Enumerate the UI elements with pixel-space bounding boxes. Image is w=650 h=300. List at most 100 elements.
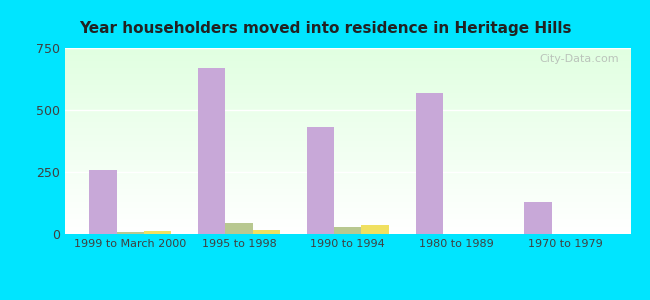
Bar bbox=[525, 202, 552, 234]
Bar bbox=[144, 231, 171, 234]
Bar bbox=[65, 148, 630, 150]
Bar bbox=[65, 195, 630, 197]
Bar bbox=[65, 212, 630, 214]
Bar bbox=[65, 106, 630, 107]
Bar bbox=[307, 128, 334, 234]
Bar bbox=[65, 130, 630, 132]
Bar bbox=[65, 85, 630, 87]
Bar bbox=[65, 72, 630, 74]
Bar bbox=[65, 102, 630, 104]
Bar bbox=[65, 119, 630, 121]
Bar bbox=[65, 147, 630, 148]
Bar bbox=[65, 200, 630, 202]
Bar bbox=[65, 63, 630, 65]
Bar bbox=[65, 226, 630, 228]
Bar bbox=[65, 137, 630, 139]
Bar bbox=[65, 70, 630, 72]
Bar bbox=[65, 178, 630, 180]
Bar bbox=[65, 228, 630, 230]
Bar bbox=[65, 113, 630, 115]
Bar bbox=[253, 230, 280, 234]
Bar bbox=[65, 197, 630, 199]
Bar bbox=[65, 156, 630, 158]
Bar bbox=[65, 117, 630, 119]
Text: Year householders moved into residence in Heritage Hills: Year householders moved into residence i… bbox=[79, 21, 571, 36]
Bar bbox=[65, 141, 630, 143]
Bar bbox=[65, 91, 630, 93]
Bar bbox=[65, 188, 630, 189]
Bar bbox=[361, 225, 389, 234]
Bar bbox=[65, 50, 630, 52]
Bar bbox=[65, 219, 630, 221]
Text: City-Data.com: City-Data.com bbox=[540, 54, 619, 64]
Bar bbox=[65, 68, 630, 70]
Bar bbox=[65, 76, 630, 78]
Bar bbox=[65, 172, 630, 175]
Bar bbox=[65, 135, 630, 137]
Bar bbox=[65, 176, 630, 178]
Bar bbox=[65, 126, 630, 128]
Bar bbox=[65, 193, 630, 195]
Bar bbox=[65, 83, 630, 85]
Bar bbox=[198, 68, 226, 234]
Bar bbox=[65, 82, 630, 83]
Bar bbox=[65, 217, 630, 219]
Bar bbox=[416, 93, 443, 234]
Bar bbox=[90, 170, 116, 234]
Bar bbox=[65, 104, 630, 106]
Bar bbox=[65, 94, 630, 96]
Bar bbox=[65, 171, 630, 172]
Bar bbox=[65, 65, 630, 67]
Bar bbox=[65, 230, 630, 232]
Bar bbox=[65, 158, 630, 160]
Bar bbox=[65, 152, 630, 154]
Bar bbox=[65, 134, 630, 135]
Bar bbox=[65, 56, 630, 57]
Bar bbox=[65, 74, 630, 76]
Bar bbox=[65, 204, 630, 206]
Bar bbox=[65, 100, 630, 102]
Bar bbox=[65, 128, 630, 130]
Bar bbox=[65, 160, 630, 161]
Bar bbox=[65, 139, 630, 141]
Bar bbox=[65, 208, 630, 210]
Bar bbox=[65, 57, 630, 59]
Bar bbox=[65, 132, 630, 134]
Bar bbox=[226, 223, 253, 234]
Bar bbox=[65, 48, 630, 50]
Bar bbox=[65, 61, 630, 63]
Bar bbox=[65, 115, 630, 117]
Bar bbox=[65, 215, 630, 217]
Bar bbox=[65, 169, 630, 171]
Bar bbox=[65, 89, 630, 91]
Bar bbox=[65, 145, 630, 147]
Bar bbox=[65, 186, 630, 188]
Bar bbox=[65, 163, 630, 165]
Bar bbox=[116, 232, 144, 234]
Bar bbox=[65, 59, 630, 61]
Bar bbox=[65, 223, 630, 225]
Bar bbox=[65, 52, 630, 54]
Bar bbox=[65, 210, 630, 212]
Bar bbox=[65, 191, 630, 193]
Bar bbox=[65, 67, 630, 68]
Bar bbox=[65, 199, 630, 200]
Bar bbox=[65, 175, 630, 176]
Bar bbox=[65, 96, 630, 98]
Bar bbox=[65, 154, 630, 156]
Bar bbox=[65, 93, 630, 94]
Bar bbox=[65, 150, 630, 152]
Bar bbox=[65, 189, 630, 191]
Bar bbox=[65, 110, 630, 111]
Bar bbox=[65, 98, 630, 100]
Bar bbox=[65, 107, 630, 110]
Bar bbox=[65, 111, 630, 113]
Bar bbox=[65, 214, 630, 215]
Bar bbox=[65, 80, 630, 82]
Bar bbox=[65, 180, 630, 182]
Bar bbox=[65, 206, 630, 208]
Bar bbox=[65, 221, 630, 223]
Bar bbox=[65, 225, 630, 226]
Bar bbox=[65, 122, 630, 124]
Bar bbox=[65, 124, 630, 126]
